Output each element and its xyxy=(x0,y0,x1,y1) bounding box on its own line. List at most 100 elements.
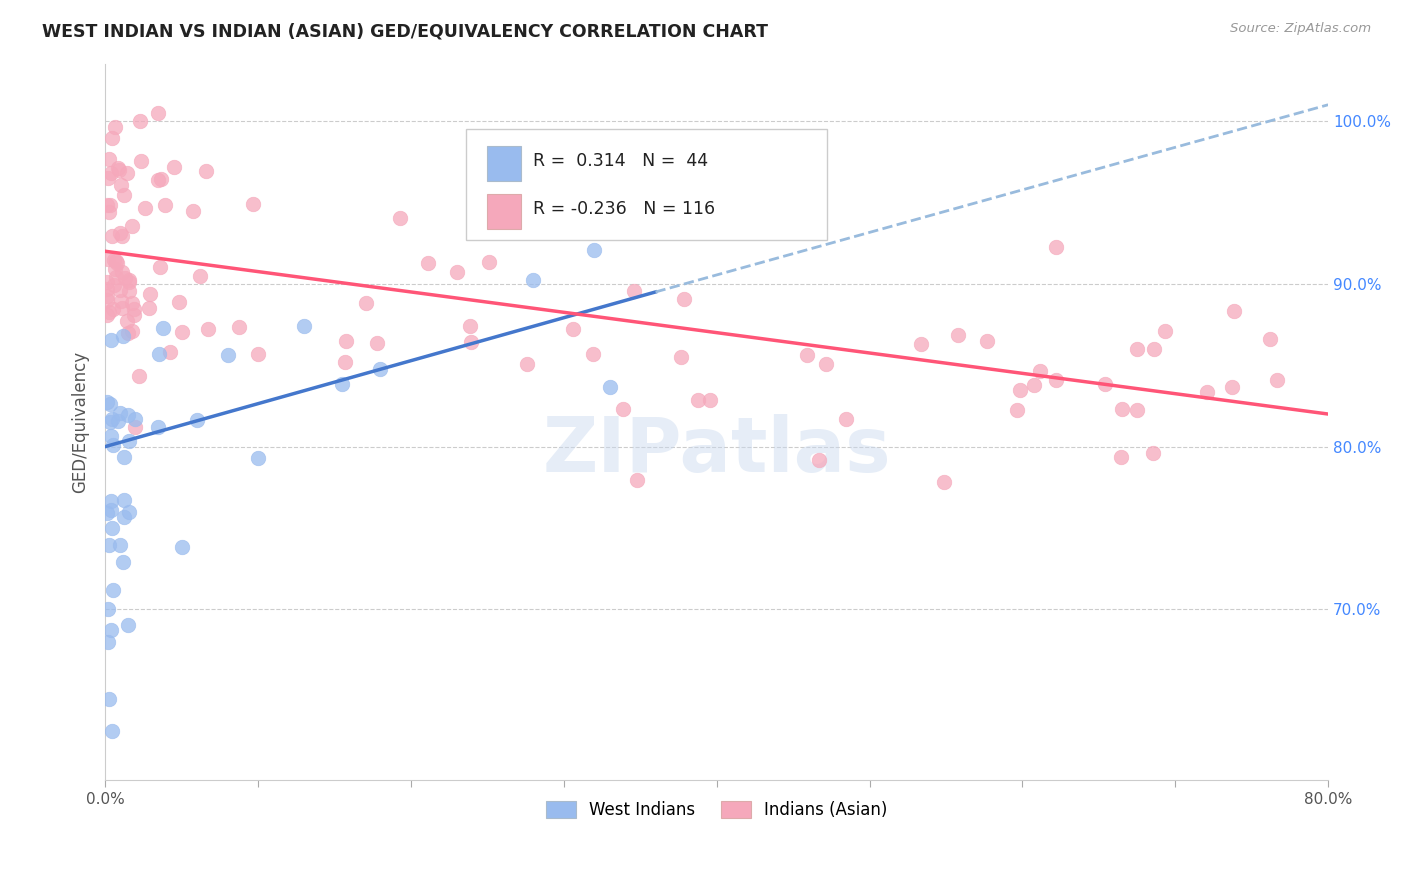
Point xyxy=(97,692,120,706)
Point xyxy=(170,541,193,555)
Point xyxy=(122,309,145,323)
Point xyxy=(98,197,121,211)
Point xyxy=(121,324,143,338)
Point xyxy=(96,293,118,308)
Point xyxy=(416,256,439,270)
Point xyxy=(149,260,172,275)
Point xyxy=(97,171,120,186)
Point xyxy=(107,161,129,176)
Point xyxy=(118,434,141,449)
Point xyxy=(460,334,482,349)
Point xyxy=(118,273,141,287)
Point xyxy=(197,321,219,335)
Point xyxy=(910,337,932,351)
Point xyxy=(599,380,621,394)
Point xyxy=(354,295,377,310)
Point xyxy=(458,318,481,333)
Point xyxy=(335,355,357,369)
Point xyxy=(612,402,634,417)
Point xyxy=(134,201,156,215)
Point xyxy=(114,187,136,202)
Point xyxy=(111,229,134,244)
Point xyxy=(104,269,127,284)
Point xyxy=(1045,240,1067,254)
Point xyxy=(370,362,392,376)
Point xyxy=(112,450,135,465)
Point xyxy=(583,243,606,257)
FancyBboxPatch shape xyxy=(486,146,522,181)
Point xyxy=(100,333,122,347)
Point xyxy=(186,413,208,427)
Point xyxy=(104,254,127,268)
Point xyxy=(100,521,122,535)
Text: Source: ZipAtlas.com: Source: ZipAtlas.com xyxy=(1230,22,1371,36)
Text: R =  0.314   N =  44: R = 0.314 N = 44 xyxy=(533,152,709,169)
Point xyxy=(446,265,468,279)
Point xyxy=(121,219,143,234)
Point xyxy=(98,205,121,219)
Point xyxy=(97,635,120,649)
Point xyxy=(122,301,145,316)
Point xyxy=(814,357,837,371)
Point xyxy=(111,265,134,279)
Point xyxy=(103,301,125,316)
Point xyxy=(699,393,721,408)
Point xyxy=(1265,373,1288,387)
Point xyxy=(103,252,125,267)
Text: R = -0.236   N = 116: R = -0.236 N = 116 xyxy=(533,200,716,218)
Point xyxy=(104,120,127,135)
Point xyxy=(96,308,118,322)
Point xyxy=(104,261,127,276)
Point xyxy=(1143,342,1166,356)
Point xyxy=(118,505,141,519)
Point xyxy=(101,131,124,145)
Point xyxy=(1260,332,1282,346)
Point xyxy=(217,348,239,362)
Point xyxy=(100,429,122,443)
Point xyxy=(228,320,250,334)
Point xyxy=(242,197,264,211)
Point xyxy=(148,347,170,361)
Point xyxy=(97,602,120,616)
Point xyxy=(1010,384,1032,398)
Point xyxy=(103,277,125,292)
Y-axis label: GED/Equivalency: GED/Equivalency xyxy=(72,351,89,493)
Point xyxy=(101,437,124,451)
Point xyxy=(932,475,955,489)
Point xyxy=(101,724,124,739)
Point xyxy=(159,345,181,359)
Point xyxy=(97,252,120,266)
Point xyxy=(100,166,122,180)
Point xyxy=(97,304,120,318)
Point xyxy=(562,322,585,336)
Point xyxy=(101,228,124,243)
Point xyxy=(673,292,696,306)
Point xyxy=(1109,450,1132,464)
Point xyxy=(1111,402,1133,417)
Point xyxy=(1126,343,1149,357)
Point xyxy=(153,197,176,211)
Point xyxy=(1094,377,1116,392)
Point xyxy=(118,285,141,299)
Point xyxy=(112,510,135,524)
Point xyxy=(128,368,150,383)
Point xyxy=(108,538,131,552)
Point xyxy=(181,203,204,218)
Text: WEST INDIAN VS INDIAN (ASIAN) GED/EQUIVALENCY CORRELATION CHART: WEST INDIAN VS INDIAN (ASIAN) GED/EQUIVA… xyxy=(42,22,768,40)
Point xyxy=(101,411,124,425)
Point xyxy=(139,286,162,301)
Point xyxy=(110,283,132,297)
Point xyxy=(1197,384,1219,399)
Point xyxy=(117,408,139,422)
Point xyxy=(582,347,605,361)
Point xyxy=(623,284,645,298)
FancyBboxPatch shape xyxy=(465,128,827,240)
Point xyxy=(118,275,141,289)
Point xyxy=(115,313,138,327)
Point xyxy=(163,160,186,174)
Point xyxy=(1153,324,1175,338)
Point xyxy=(671,350,693,364)
Point xyxy=(194,164,217,178)
Point xyxy=(98,152,121,166)
Point xyxy=(98,415,121,429)
